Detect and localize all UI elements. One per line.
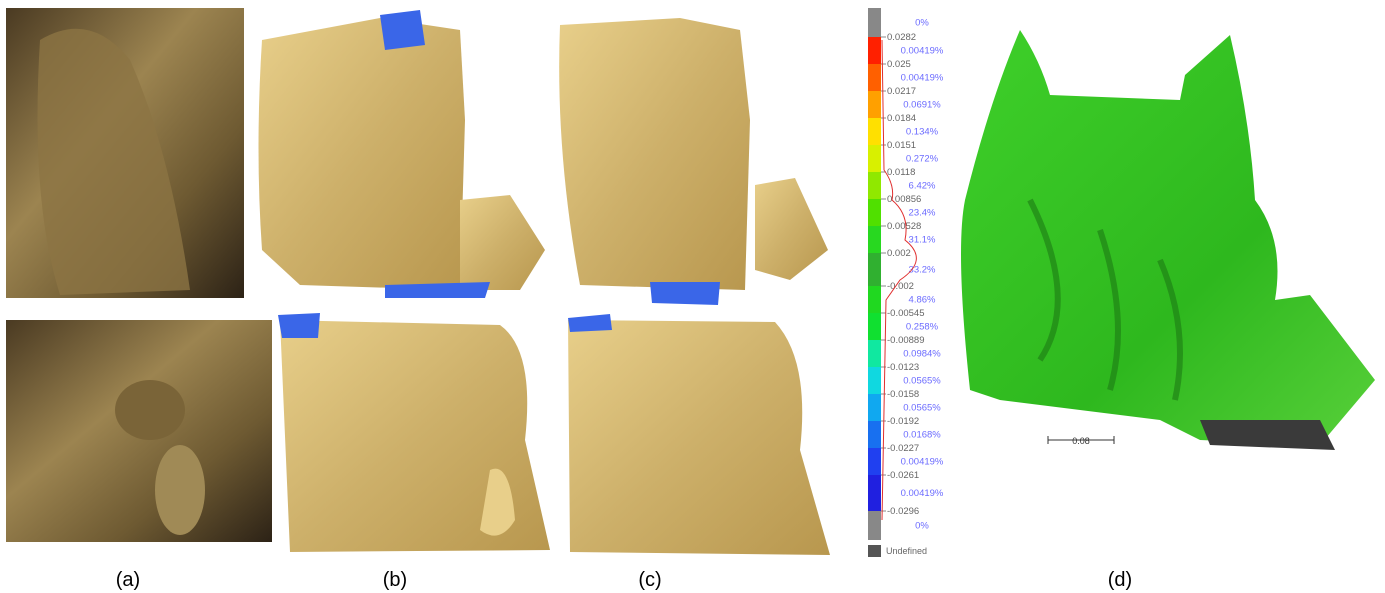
renders-b-c — [259, 10, 831, 555]
photos — [6, 8, 272, 542]
panel-label: (c) — [638, 569, 661, 591]
tick-label: 0.0118 — [887, 167, 915, 178]
tick-label: -0.00545 — [887, 308, 925, 319]
percentage-label: 0.00419% — [901, 73, 944, 84]
color-segment — [868, 91, 881, 118]
tick-label: 0.0151 — [887, 140, 916, 151]
color-segment — [868, 64, 881, 91]
color-segment — [868, 145, 881, 172]
percentage-label: 0.0984% — [903, 349, 941, 360]
panel-label: (a) — [116, 569, 140, 591]
color-segment — [868, 118, 881, 145]
color-segment — [868, 421, 881, 448]
color-bar: 0.02820.0250.02170.01840.01510.01180.008… — [868, 8, 944, 540]
color-segment — [868, 37, 881, 64]
color-segment — [868, 340, 881, 367]
percentage-label: 0.272% — [906, 154, 939, 165]
render-d: 0.08 — [961, 30, 1375, 450]
scale-bar-label: 0.08 — [1072, 436, 1090, 446]
undefined-swatch — [868, 545, 881, 557]
tick-label: -0.0192 — [887, 416, 919, 427]
tick-label: -0.0158 — [887, 389, 919, 400]
tick-label: -0.002 — [887, 281, 914, 292]
color-segment — [868, 313, 881, 340]
percentage-label: 0.0565% — [903, 403, 941, 414]
percentage-label: 23.4% — [909, 208, 936, 219]
percentage-label: 0.258% — [906, 322, 939, 333]
percentage-label: 0% — [915, 18, 929, 29]
percentage-label: 0.134% — [906, 127, 939, 138]
tick-label: -0.0123 — [887, 362, 919, 373]
tick-label: 0.0184 — [887, 113, 916, 124]
panel-label: (b) — [383, 569, 407, 591]
percentage-label: 0% — [915, 521, 929, 532]
color-segment — [868, 199, 881, 226]
panel-label: (d) — [1108, 569, 1132, 591]
percentage-label: 0.00419% — [901, 457, 944, 468]
color-segment — [868, 511, 881, 540]
percentage-label: 6.42% — [909, 181, 936, 192]
tick-label: 0.025 — [887, 59, 911, 70]
percentage-label: 0.00419% — [901, 488, 944, 499]
tick-label: -0.0261 — [887, 470, 919, 481]
percentage-label: 4.86% — [909, 295, 936, 306]
color-segment — [868, 8, 881, 37]
color-segment — [868, 475, 881, 511]
color-segment — [868, 394, 881, 421]
color-segment — [868, 226, 881, 253]
tick-label: -0.0296 — [887, 506, 919, 517]
percentage-label: 0.0168% — [903, 430, 941, 441]
percentage-label: 0.0691% — [903, 100, 941, 111]
percentage-label: 31.1% — [909, 235, 936, 246]
percentage-label: 0.0565% — [903, 376, 941, 387]
tick-label: 0.00528 — [887, 221, 921, 232]
percentage-label: 33.2% — [909, 265, 936, 276]
color-segment — [868, 172, 881, 199]
figure: 0.08 0.0282 0.025 0.0217 0.0184 0.0151 0.0118… — [0, 0, 1385, 593]
tick-label: -0.00889 — [887, 335, 925, 346]
color-segment — [868, 448, 881, 475]
tick-label: 0.0282 — [887, 32, 916, 43]
tick-label: 0.002 — [887, 248, 911, 259]
percentage-label: 0.00419% — [901, 46, 944, 57]
color-segment — [868, 286, 881, 313]
tick-label: -0.0227 — [887, 443, 919, 454]
color-segment — [868, 367, 881, 394]
tick-label: 0.0217 — [887, 86, 916, 97]
color-segment — [868, 253, 881, 286]
undefined-label: Undefined — [886, 546, 927, 556]
